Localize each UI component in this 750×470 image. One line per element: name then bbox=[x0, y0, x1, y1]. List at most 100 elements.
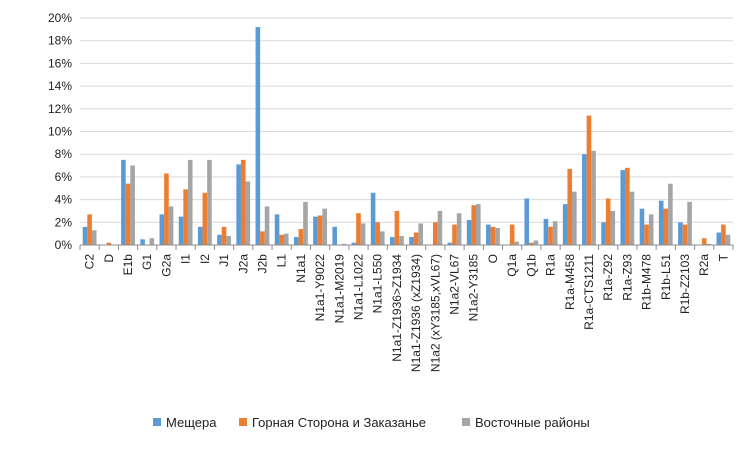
y-tick-label: 18% bbox=[48, 34, 72, 48]
bar bbox=[317, 215, 323, 245]
bar bbox=[197, 226, 203, 245]
bar bbox=[447, 242, 453, 245]
bar bbox=[413, 232, 419, 245]
bar bbox=[682, 224, 688, 245]
y-tick-label: 6% bbox=[55, 170, 73, 184]
bar bbox=[313, 216, 318, 245]
bar bbox=[548, 226, 553, 245]
bar bbox=[466, 220, 472, 245]
bar bbox=[490, 226, 496, 245]
legend-item: Восточные районы bbox=[462, 415, 590, 430]
bar bbox=[389, 237, 395, 245]
bar bbox=[121, 159, 126, 245]
bar bbox=[106, 242, 112, 245]
y-tick-label: 4% bbox=[55, 193, 73, 207]
bar bbox=[509, 224, 515, 245]
legend-label: Горная Сторона и Заказанье bbox=[252, 415, 426, 430]
bar bbox=[164, 173, 169, 245]
bar bbox=[701, 238, 707, 245]
bar bbox=[514, 241, 520, 245]
bar bbox=[605, 198, 611, 245]
x-tick-label: G1 bbox=[140, 254, 154, 270]
bar bbox=[125, 183, 131, 245]
bar bbox=[572, 191, 577, 245]
x-tick-label: C2 bbox=[83, 254, 97, 270]
bar bbox=[437, 210, 443, 245]
bar bbox=[202, 192, 208, 245]
x-tick-label: R2a bbox=[697, 254, 711, 276]
x-tick-label: D bbox=[102, 254, 116, 263]
bar bbox=[183, 189, 188, 245]
bar bbox=[322, 208, 327, 245]
x-tick-label: R1a-CTS1211 bbox=[582, 254, 596, 330]
bar bbox=[591, 150, 596, 245]
bar bbox=[567, 168, 573, 245]
bar bbox=[533, 240, 539, 245]
bar bbox=[279, 234, 284, 245]
bar bbox=[283, 233, 289, 245]
bar bbox=[495, 227, 500, 245]
bar bbox=[610, 210, 616, 245]
x-tick-label: J2a bbox=[236, 254, 250, 274]
x-tick-label: N1a1-Y9022 bbox=[313, 254, 327, 322]
x-tick-label: N1a1-L550 bbox=[371, 254, 385, 314]
x-tick-label: N1a1-L1022 bbox=[351, 254, 365, 320]
y-axis-ticks: 0% 2% 4% 6% 8% 10% 12% 14% 16% 18% 20% bbox=[48, 11, 72, 252]
bar bbox=[721, 224, 726, 245]
bar bbox=[303, 201, 308, 245]
bar bbox=[298, 229, 304, 245]
x-axis-ticks: C2 D E1b G1 G2a I1 I2 J1 J2a J2b L1 N1a1 N1a1-Y9022 N… bbox=[83, 253, 731, 372]
bar bbox=[187, 159, 193, 245]
bar bbox=[663, 208, 669, 245]
bar bbox=[341, 243, 347, 245]
gridlines bbox=[80, 17, 733, 223]
legend-label: Мещера bbox=[166, 415, 217, 430]
bar bbox=[217, 234, 222, 245]
bar bbox=[240, 159, 246, 245]
series-3 bbox=[91, 150, 731, 245]
bar bbox=[236, 164, 241, 245]
bar bbox=[207, 159, 212, 245]
y-tick-label: 16% bbox=[48, 56, 72, 70]
x-tick-label: Q1b bbox=[524, 254, 538, 277]
bar bbox=[486, 224, 491, 245]
y-tick-label: 20% bbox=[48, 11, 72, 25]
bar bbox=[394, 210, 400, 245]
y-tick-label: 10% bbox=[48, 125, 72, 139]
bar bbox=[293, 237, 299, 245]
bar bbox=[149, 238, 155, 245]
bar bbox=[260, 231, 265, 245]
legend-item: Горная Сторона и Заказанье bbox=[239, 415, 426, 430]
y-tick-label: 8% bbox=[55, 147, 73, 161]
bar bbox=[399, 235, 404, 245]
bar bbox=[629, 191, 635, 245]
x-tick-label: N1a1-Z1936 (xZ1934) bbox=[409, 254, 423, 372]
bar bbox=[524, 198, 530, 245]
bar bbox=[409, 237, 414, 245]
bar bbox=[562, 204, 568, 245]
x-tick-label: Q1a bbox=[505, 254, 519, 277]
bar bbox=[159, 214, 165, 245]
bar bbox=[274, 214, 280, 245]
bar bbox=[87, 214, 92, 245]
y-tick-label: 2% bbox=[55, 215, 73, 229]
legend-item: Мещера bbox=[153, 415, 217, 430]
bar bbox=[452, 224, 457, 245]
x-tick-label: R1a bbox=[544, 254, 558, 276]
bar bbox=[130, 165, 135, 245]
bar bbox=[356, 213, 361, 245]
bar bbox=[668, 183, 673, 245]
bar bbox=[82, 226, 88, 245]
bar bbox=[332, 226, 337, 245]
bar bbox=[168, 206, 174, 245]
bar bbox=[582, 154, 587, 245]
bar bbox=[601, 222, 606, 245]
x-tick-label: J2b bbox=[255, 254, 269, 274]
bar bbox=[255, 27, 261, 245]
bar bbox=[586, 115, 592, 245]
x-tick-label: L1 bbox=[275, 254, 289, 268]
bar bbox=[91, 230, 97, 245]
x-tick-label: R1b-M478 bbox=[640, 254, 654, 310]
